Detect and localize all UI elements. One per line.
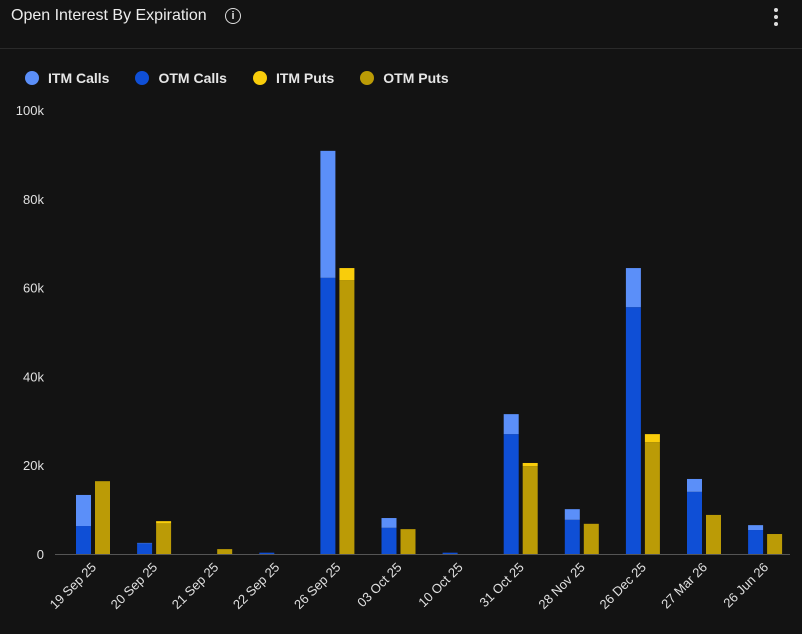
bar-itm-calls xyxy=(76,494,91,527)
x-tick-label: 27 Mar 26 xyxy=(658,560,710,612)
legend-label: ITM Calls xyxy=(48,70,110,86)
legend-item-itm-calls[interactable]: ITM Calls xyxy=(25,70,109,86)
x-tick-label: 10 Oct 25 xyxy=(415,560,465,610)
legend-dot xyxy=(360,71,375,85)
bar-itm-puts xyxy=(522,462,538,467)
bar-otm-puts xyxy=(95,481,110,554)
bar-otm-calls xyxy=(76,526,91,554)
x-tick-label: 31 Oct 25 xyxy=(476,560,526,610)
legend-item-itm-puts[interactable]: ITM Puts xyxy=(252,70,335,86)
card-header: Open Interest By Expiration i xyxy=(0,0,802,49)
bar-itm-puts xyxy=(156,521,172,524)
info-icon[interactable]: i xyxy=(225,8,241,24)
x-tick-label: 03 Oct 25 xyxy=(354,560,404,610)
legend-label: ITM Puts xyxy=(275,70,335,86)
bar-otm-puts xyxy=(156,523,172,554)
bar-otm-calls xyxy=(564,519,580,554)
bar-otm-calls xyxy=(748,530,764,554)
x-tick-label: 19 Sep 25 xyxy=(47,560,100,613)
bar-itm-calls xyxy=(381,518,397,528)
legend-label: OTM Puts xyxy=(383,70,449,86)
x-tick-label: 28 Nov 25 xyxy=(535,560,588,613)
x-tick-label: 20 Sep 25 xyxy=(108,560,161,613)
bar-otm-puts xyxy=(522,466,538,554)
x-tick-label: 21 Sep 25 xyxy=(169,560,222,613)
bar-otm-calls xyxy=(442,552,458,554)
bar-otm-calls xyxy=(137,543,153,554)
y-tick-label: 60k xyxy=(23,281,44,296)
legend-label: OTM Calls xyxy=(158,70,227,86)
bar-itm-puts xyxy=(644,434,660,443)
bar-itm-calls xyxy=(625,268,641,308)
bar-itm-calls xyxy=(503,414,519,435)
bar-otm-calls xyxy=(259,552,275,554)
x-tick-label: 26 Jun 26 xyxy=(720,560,771,611)
bar-otm-calls xyxy=(625,307,641,554)
bar-otm-puts xyxy=(767,534,783,554)
bar-itm-calls xyxy=(320,150,336,278)
legend-dot xyxy=(25,71,39,85)
bar-otm-puts xyxy=(706,514,721,554)
bar-otm-calls xyxy=(687,491,702,554)
bar-itm-puts xyxy=(339,268,355,281)
legend: ITM Calls OTM Calls ITM Puts OTM Puts xyxy=(25,70,475,86)
x-tick-label: 22 Sep 25 xyxy=(230,560,283,613)
kebab-menu-icon[interactable] xyxy=(770,6,782,28)
bar-itm-calls xyxy=(687,478,702,492)
bar-otm-puts xyxy=(339,280,355,554)
x-tick-label: 26 Sep 25 xyxy=(291,560,344,613)
bar-otm-puts xyxy=(644,442,660,554)
card-title: Open Interest By Expiration xyxy=(11,7,207,24)
y-tick-label: 100k xyxy=(16,103,45,118)
legend-item-otm-puts[interactable]: OTM Puts xyxy=(360,70,449,86)
bar-otm-puts xyxy=(400,529,416,554)
y-tick-label: 80k xyxy=(23,192,44,207)
legend-dot xyxy=(135,71,150,85)
x-tick-label: 26 Dec 25 xyxy=(597,560,650,613)
bar-otm-calls xyxy=(320,277,336,554)
bar-otm-calls xyxy=(503,434,519,554)
y-tick-label: 20k xyxy=(23,458,44,473)
y-tick-label: 0 xyxy=(37,547,44,562)
bar-otm-puts xyxy=(217,549,233,554)
bar-itm-calls xyxy=(748,525,764,531)
legend-item-otm-calls[interactable]: OTM Calls xyxy=(135,70,227,86)
bar-otm-puts xyxy=(583,523,599,554)
legend-dot xyxy=(252,71,267,85)
bar-otm-calls xyxy=(381,527,397,554)
y-tick-label: 40k xyxy=(23,369,44,384)
bar-itm-calls xyxy=(564,509,580,520)
